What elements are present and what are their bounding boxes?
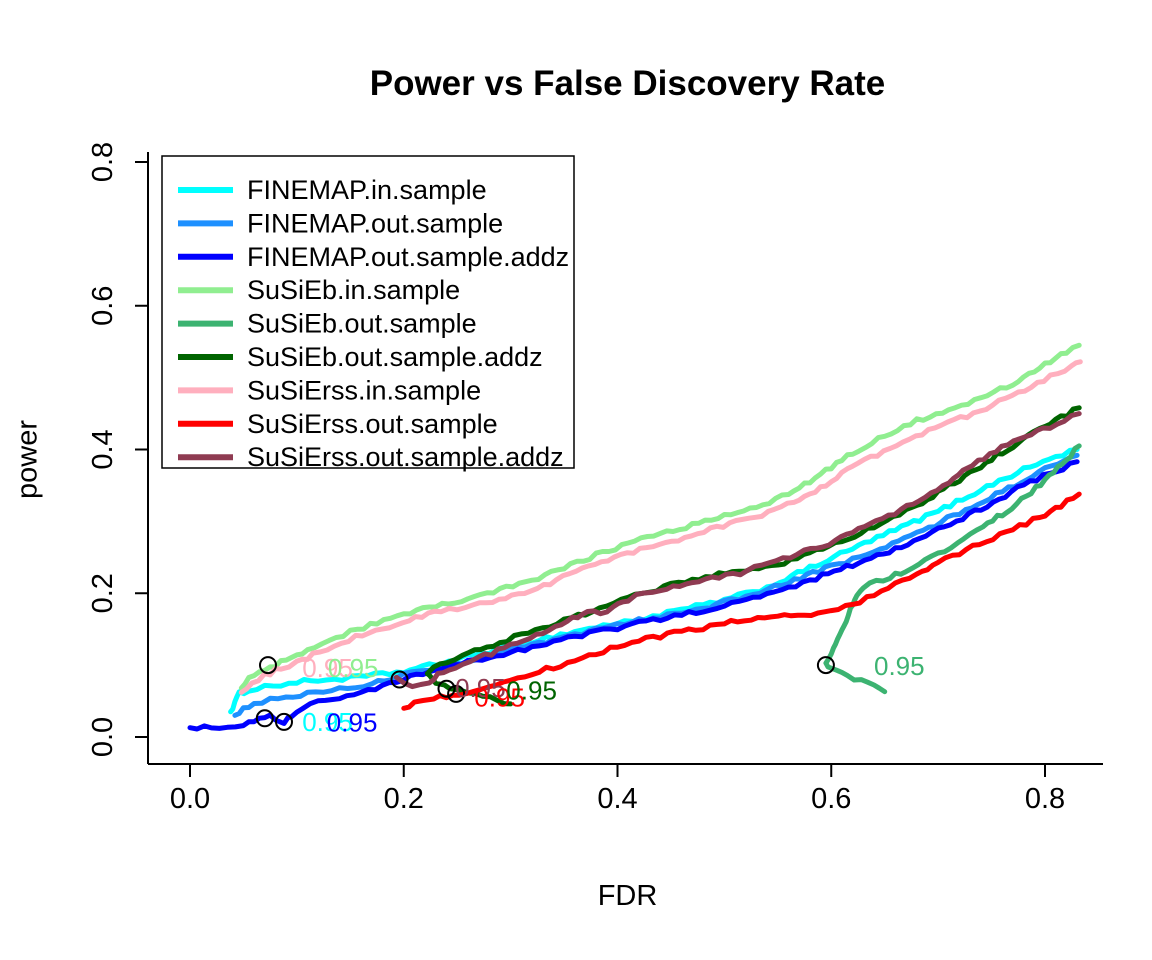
- y-tick-label: 0.6: [87, 286, 119, 326]
- y-tick-label: 0.8: [87, 142, 119, 182]
- series-line-SuSiEb.in.sample: [238, 342, 1082, 691]
- y-tick-label: 0.4: [87, 429, 119, 469]
- legend-label-SuSiEb.out.sample.addz: SuSiEb.out.sample.addz: [247, 342, 543, 372]
- legend-label-SuSiErss.out.sample: SuSiErss.out.sample: [247, 409, 498, 439]
- series-line-SuSiErss.in.sample: [238, 359, 1083, 695]
- series-line-FINEMAP.in.sample: [228, 447, 1080, 715]
- legend-label-FINEMAP.in.sample: FINEMAP.in.sample: [247, 175, 487, 205]
- x-axis-label: FDR: [597, 880, 658, 912]
- legend-label-SuSiEb.in.sample: SuSiEb.in.sample: [247, 275, 460, 305]
- legend-label-SuSiEb.out.sample: SuSiEb.out.sample: [247, 309, 477, 339]
- x-tick-label: 0.6: [811, 783, 851, 815]
- threshold-label: 0.95: [474, 683, 525, 713]
- series-line-FINEMAP.out.sample.addz: [187, 459, 1080, 732]
- legend-box: [161, 155, 575, 469]
- legend-label-FINEMAP.out.sample: FINEMAP.out.sample: [247, 208, 503, 238]
- threshold-label: 0.95: [328, 653, 379, 683]
- y-tick-label: 0.2: [87, 573, 119, 613]
- legend-label-FINEMAP.out.sample.addz: FINEMAP.out.sample.addz: [247, 242, 569, 272]
- threshold-circle: [447, 684, 466, 703]
- threshold-label: 0.95: [327, 708, 378, 738]
- threshold-circle: [259, 656, 277, 675]
- series-line-SuSiEb.out.sample: [823, 443, 1082, 695]
- threshold-circle: [816, 656, 835, 675]
- y-tick-label: 0.0: [87, 717, 119, 757]
- x-tick-label: 0.4: [597, 783, 637, 815]
- threshold-label: 0.95: [874, 651, 925, 681]
- threshold-circle: [437, 679, 456, 698]
- threshold-label: 0.95: [302, 653, 353, 683]
- series-line-SuSiErss.out.sample: [401, 491, 1082, 711]
- series-line-SuSiErss.out.sample.addz: [393, 411, 1082, 690]
- series-line-SuSiEb.out.sample.addz: [424, 405, 1082, 707]
- x-tick-label: 0.0: [170, 783, 210, 815]
- x-tick-label: 0.2: [384, 783, 424, 815]
- legend-label-SuSiErss.in.sample: SuSiErss.in.sample: [247, 375, 481, 405]
- legend-label-SuSiErss.out.sample.addz: SuSiErss.out.sample.addz: [247, 442, 564, 472]
- threshold-circle: [390, 670, 409, 689]
- x-tick-label: 0.8: [1025, 783, 1065, 815]
- threshold-circle: [275, 712, 293, 731]
- threshold-label: 0.95: [506, 675, 557, 705]
- threshold-circle: [255, 709, 274, 728]
- threshold-label: 0.95: [455, 673, 506, 703]
- chart-title: Power vs False Discovery Rate: [369, 64, 886, 103]
- threshold-label: 0.95: [302, 707, 353, 737]
